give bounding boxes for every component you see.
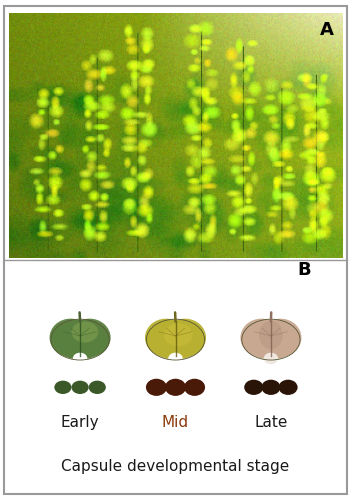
Ellipse shape — [242, 320, 299, 360]
Ellipse shape — [261, 380, 280, 395]
Text: A: A — [320, 20, 334, 38]
Ellipse shape — [72, 380, 89, 394]
Ellipse shape — [69, 318, 111, 356]
Ellipse shape — [259, 318, 302, 356]
Ellipse shape — [279, 380, 298, 395]
Ellipse shape — [184, 378, 205, 396]
Text: Late: Late — [254, 415, 287, 430]
Text: Mid: Mid — [162, 415, 189, 430]
Text: Early: Early — [61, 415, 99, 430]
Ellipse shape — [240, 318, 282, 356]
Ellipse shape — [89, 380, 106, 394]
Ellipse shape — [52, 320, 109, 360]
Ellipse shape — [73, 352, 87, 364]
Ellipse shape — [145, 318, 187, 356]
Ellipse shape — [168, 352, 183, 364]
Ellipse shape — [264, 352, 278, 364]
Ellipse shape — [54, 380, 72, 394]
Ellipse shape — [165, 378, 186, 396]
Ellipse shape — [244, 380, 263, 395]
Ellipse shape — [164, 318, 206, 356]
Ellipse shape — [49, 318, 92, 356]
Ellipse shape — [147, 320, 204, 360]
Ellipse shape — [259, 320, 283, 349]
Ellipse shape — [164, 324, 193, 346]
Ellipse shape — [72, 322, 98, 342]
Text: Capsule developmental stage: Capsule developmental stage — [61, 459, 290, 474]
Text: B: B — [298, 261, 311, 279]
Ellipse shape — [146, 378, 167, 396]
